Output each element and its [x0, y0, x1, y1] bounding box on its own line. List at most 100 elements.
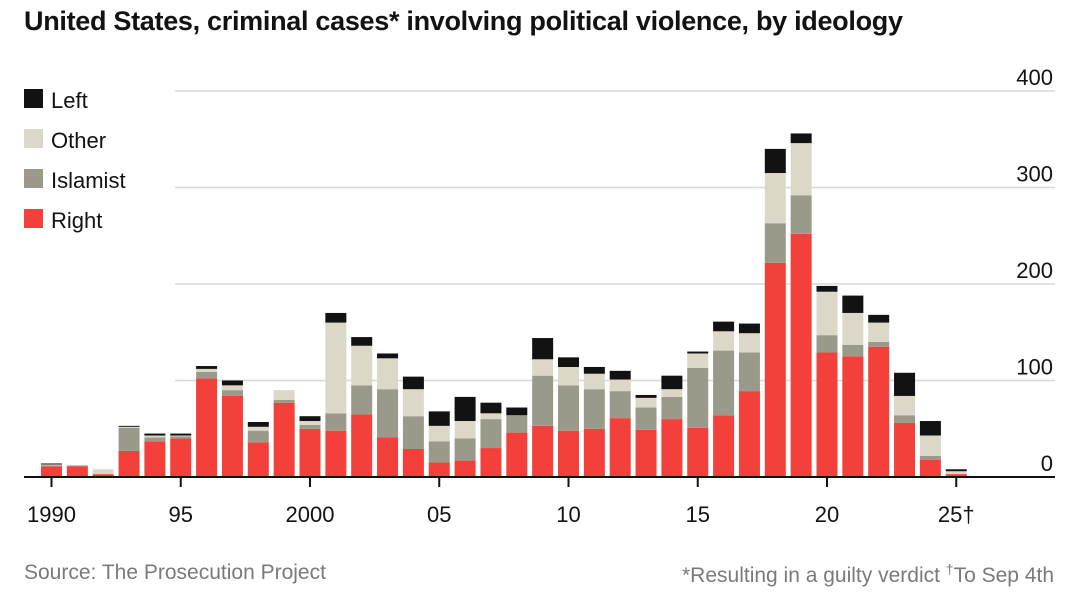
x-tick-label: 20: [815, 502, 839, 527]
bar-segment-other: [299, 421, 321, 425]
bar-segment-right: [635, 429, 657, 477]
bar-segment-islamist: [894, 415, 916, 423]
bar-segment-islamist: [325, 413, 347, 431]
bar-2012: [609, 370, 631, 477]
bar-segment-other: [609, 379, 631, 392]
bar-2016: [713, 321, 735, 477]
legend-label: Left: [51, 88, 88, 113]
bar-segment-islamist: [661, 396, 683, 420]
bar-segment-right: [661, 419, 683, 477]
bar-2007: [480, 402, 502, 477]
bar-segment-left: [558, 357, 579, 367]
bar-segment-other: [945, 471, 967, 475]
bar-segment-other: [221, 385, 243, 391]
bar-segment-left: [454, 396, 476, 422]
legend-swatch: [24, 129, 43, 148]
legend-label: Right: [51, 208, 102, 233]
chart-title: United States, criminal cases* involving…: [24, 6, 903, 36]
bar-segment-islamist: [428, 441, 450, 463]
legend-item-islamist: Islamist: [24, 168, 126, 193]
bar-segment-right: [92, 474, 114, 477]
y-tick-label: 200: [1016, 258, 1053, 283]
y-axis-ticks: 0 100 200 300 400: [1016, 65, 1053, 476]
legend-item-left: Left: [24, 88, 88, 113]
bar-segment-other: [428, 425, 450, 442]
legend-item-other: Other: [24, 128, 106, 153]
bar-segment-islamist: [764, 223, 786, 263]
bar-segment-right: [144, 441, 166, 477]
bar-segment-left: [635, 394, 657, 398]
bar-segment-other: [842, 312, 864, 345]
bar-segment-other: [687, 353, 709, 368]
x-tick-label: 2000: [286, 502, 335, 527]
bar-segment-left: [377, 353, 399, 359]
gridlines: [175, 90, 1055, 382]
bar-1992: [92, 469, 114, 477]
bar-segment-left: [868, 314, 890, 323]
bar-1997: [221, 380, 243, 477]
footnote-dagger: †: [945, 561, 954, 577]
bar-segment-other: [532, 359, 554, 376]
bar-2022: [868, 314, 890, 477]
bar-segment-other: [816, 291, 838, 336]
footnote-tail: To Sep 4th: [953, 564, 1054, 587]
bar-segment-left: [221, 380, 243, 386]
legend-swatch: [24, 89, 43, 108]
bar-segment-right: [299, 428, 321, 477]
bar-segment-left: [532, 338, 554, 360]
bar-segment-right: [454, 460, 476, 477]
bar-2019: [790, 133, 812, 477]
bar-2001: [325, 312, 347, 477]
bar-segment-other: [583, 373, 605, 390]
bar-1995: [170, 433, 192, 477]
bar-segment-left: [506, 407, 528, 416]
bar-segment-left: [583, 366, 605, 374]
bar-segment-islamist: [506, 415, 528, 433]
y-tick-label: 100: [1016, 355, 1053, 380]
bar-segment-other: [738, 333, 760, 353]
legend: Left Other Islamist Right: [24, 88, 126, 233]
bar-2015: [687, 351, 709, 477]
bar-segment-left: [144, 433, 166, 436]
bar-segment-other: [868, 322, 890, 342]
bar-segment-islamist: [144, 437, 166, 442]
bar-segment-other: [377, 358, 399, 390]
bar-segment-islamist: [196, 371, 218, 379]
bar-segment-islamist: [41, 465, 62, 467]
bar-segment-islamist: [919, 455, 941, 460]
bar-segment-other: [454, 421, 476, 439]
bar-1990: [41, 463, 62, 477]
bar-segment-islamist: [377, 389, 399, 438]
x-tick-label: 1990: [27, 502, 76, 527]
bar-segment-islamist: [299, 424, 321, 429]
footnote-main: *Resulting in a guilty verdict: [682, 564, 946, 587]
bar-segment-islamist: [609, 391, 631, 419]
bar-segment-islamist: [687, 367, 709, 428]
bar-2004: [402, 376, 424, 477]
bar-1994: [144, 433, 166, 477]
legend-item-right: Right: [24, 208, 102, 233]
bar-segment-other: [480, 413, 502, 420]
bar-2018: [764, 148, 786, 477]
bar-segment-right: [764, 262, 786, 477]
y-tick-label: 300: [1016, 162, 1053, 187]
bar-1999: [273, 390, 295, 477]
bar-segment-islamist: [790, 195, 812, 234]
bar-segment-left: [428, 411, 450, 426]
bar-segment-right: [66, 466, 88, 477]
bar-segment-islamist: [713, 350, 735, 416]
bar-segment-right: [221, 395, 243, 477]
bar-segment-islamist: [480, 419, 502, 449]
bar-segment-other: [402, 389, 424, 417]
bar-segment-right: [842, 356, 864, 477]
y-tick-label: 400: [1016, 65, 1053, 90]
bar-2005: [428, 411, 450, 477]
bar-segment-islamist: [532, 375, 554, 426]
bar-segment-islamist: [402, 416, 424, 450]
x-axis: 1990 95 2000 05 10 15 20 25†: [24, 476, 1055, 527]
bar-2025: [945, 469, 967, 477]
bar-1998: [247, 421, 269, 477]
bar-segment-right: [609, 418, 631, 477]
bar-segment-right: [583, 428, 605, 477]
bar-segment-right: [325, 430, 347, 477]
